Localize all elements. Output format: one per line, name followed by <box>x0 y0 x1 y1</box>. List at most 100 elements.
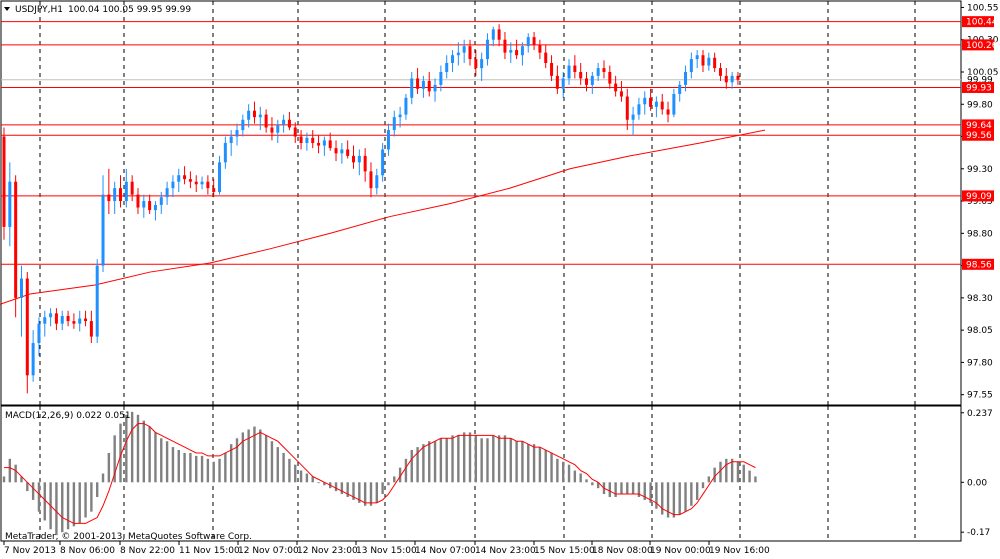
candle-body <box>235 130 239 137</box>
macd-histogram-bar <box>684 482 687 512</box>
macd-histogram-bar <box>84 482 87 518</box>
price-level-badge <box>962 258 994 270</box>
triangle-down-icon[interactable] <box>4 7 10 11</box>
macd-histogram-bar <box>544 450 547 483</box>
macd-histogram-bar <box>78 482 81 524</box>
macd-histogram-bar <box>643 482 646 500</box>
candle-body <box>666 109 670 115</box>
candle-body <box>538 44 542 53</box>
price-level-label: 99.64 <box>966 121 992 131</box>
candle-body <box>142 201 146 208</box>
macd-histogram-bar <box>346 482 349 497</box>
macd-tick-label: -0.17 <box>967 528 990 538</box>
candle-body <box>218 162 222 193</box>
macd-histogram-bar <box>439 438 443 483</box>
price-level-badge <box>962 129 994 141</box>
macd-histogram-bar <box>31 482 35 500</box>
price-level-label: 99.56 <box>966 131 992 141</box>
macd-histogram-bar <box>695 482 699 500</box>
candle-body <box>590 75 594 85</box>
candle-body <box>515 50 519 56</box>
macd-histogram-bar <box>748 470 751 483</box>
macd-histogram-bar <box>2 476 6 483</box>
macd-histogram-bar <box>631 482 635 495</box>
macd-histogram-bar <box>26 482 29 492</box>
macd-histogram-bar <box>55 482 58 536</box>
time-tick-label: 13 Nov 15:00 <box>356 546 417 556</box>
chart-header[interactable]: USDJPY,H1 100.04 100.05 99.95 99.99 <box>4 5 191 15</box>
macd-histogram-bar <box>509 438 512 483</box>
macd-histogram-bar <box>282 452 285 483</box>
candle-body <box>509 50 513 53</box>
candle-body <box>381 149 385 176</box>
candle-body <box>188 179 192 182</box>
macd-histogram-bar <box>480 438 483 483</box>
candle-body <box>357 155 361 163</box>
price-level-label: 99.93 <box>966 83 992 93</box>
macd-histogram-bar <box>61 482 64 533</box>
time-tick-label: 12 Nov 23:00 <box>297 546 358 556</box>
macd-histogram-bar <box>235 438 239 483</box>
candle-body <box>346 149 350 156</box>
candle-body <box>229 136 233 143</box>
macd-histogram-bar <box>527 444 530 483</box>
price-panel-frame <box>0 0 962 406</box>
macd-histogram-bar <box>218 458 221 483</box>
candle-body <box>2 136 6 227</box>
macd-tick-label: 0.237 <box>967 409 993 419</box>
candle-body <box>718 68 722 76</box>
macd-histogram-bar <box>148 426 151 483</box>
candle-body <box>485 39 489 60</box>
candle-body <box>526 37 530 47</box>
macd-histogram-bar <box>393 476 396 483</box>
macd-histogram-bar <box>229 444 233 483</box>
macd-histogram-bar <box>165 441 169 483</box>
macd-histogram-bar <box>276 447 279 483</box>
candles-layer <box>2 24 740 394</box>
price-tick-label: 100.05 <box>967 68 999 78</box>
candle-body <box>276 124 280 133</box>
candle-body <box>352 155 355 163</box>
candle-body <box>614 83 618 92</box>
candle-body <box>695 55 699 60</box>
macd-histogram-bar <box>515 441 518 483</box>
price-tick-label: 99.80 <box>967 100 993 110</box>
macd-histogram-bar <box>195 455 198 483</box>
macd-histogram-bar <box>550 452 553 483</box>
macd-histogram-bar <box>666 482 670 518</box>
candle-body <box>363 155 367 172</box>
candle-body <box>451 55 455 63</box>
macd-signal-line <box>4 423 756 524</box>
candle-body <box>270 127 274 133</box>
candle-body <box>317 142 321 146</box>
candle-body <box>223 142 227 163</box>
candle-body <box>171 181 175 189</box>
candle-body <box>678 84 682 94</box>
macd-histogram-bar <box>725 458 728 483</box>
candle-body <box>124 181 128 202</box>
candle-body <box>672 93 676 115</box>
candle-body <box>206 181 210 189</box>
candle-body <box>200 181 204 185</box>
macd-histogram-bar <box>672 482 676 518</box>
macd-histogram-bar <box>212 461 215 483</box>
candle-body <box>159 197 163 205</box>
candle-body <box>177 175 181 182</box>
candle-body <box>550 62 554 76</box>
candle-body <box>474 59 478 69</box>
macd-histogram-bar <box>72 482 76 527</box>
ohlc-readout: 100.04 100.05 99.95 99.99 <box>68 5 191 15</box>
candle-body <box>8 181 12 227</box>
axis-layer: 100.55100.30100.0599.8099.5599.3099.0598… <box>3 3 999 556</box>
candle-body <box>252 110 256 118</box>
candle-body <box>183 175 187 180</box>
candle-body <box>602 68 606 72</box>
macd-histogram-bar <box>655 482 658 509</box>
macd-histogram-bar <box>719 461 722 483</box>
time-tick-label: 8 Nov 06:00 <box>60 546 115 556</box>
candle-body <box>421 81 425 89</box>
candle-body <box>113 188 117 202</box>
candle-body <box>299 136 303 143</box>
